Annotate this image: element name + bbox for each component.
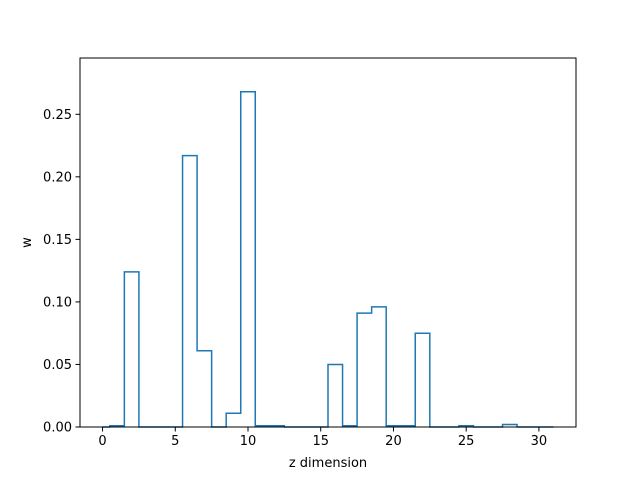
x-axis-label: z dimension [289, 456, 367, 471]
axes-frame [79, 57, 577, 428]
x-tick-label: 15 [312, 434, 329, 449]
y-axis: 0.00 0.05 0.10 0.15 0.20 0.25 [43, 108, 80, 436]
x-tick-label: 30 [531, 434, 548, 449]
y-tick-label: 0.15 [43, 233, 72, 248]
y-tick-label: 0.00 [43, 421, 72, 436]
x-tick-label: 20 [385, 434, 402, 449]
y-tick-label: 0.05 [43, 358, 72, 373]
x-tick-label: 25 [458, 434, 475, 449]
y-tick-label: 0.20 [43, 170, 72, 185]
y-tick-label: 0.10 [43, 295, 72, 310]
x-tick-label: 0 [98, 434, 106, 449]
y-tick-label: 0.25 [43, 108, 72, 123]
x-tick-label: 5 [171, 434, 179, 449]
x-tick-label: 10 [240, 434, 257, 449]
x-axis: 0 5 10 15 20 25 30 [98, 427, 547, 449]
y-axis-label: w [20, 237, 35, 248]
